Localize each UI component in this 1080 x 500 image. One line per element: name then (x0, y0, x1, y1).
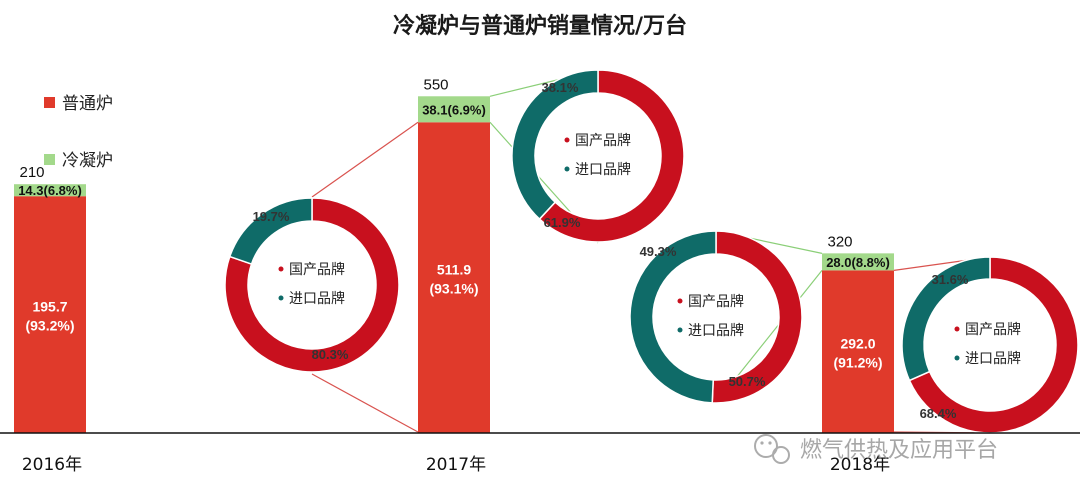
bar-normal-share-1: (93.1%) (429, 281, 478, 297)
donut-0-legend-label-0: 国产品牌 (289, 261, 345, 278)
legend-label-normal: 普通炉 (62, 94, 113, 114)
legend-swatch-normal (44, 97, 55, 108)
bar-condensing-value-2: 28.0(8.8%) (826, 255, 890, 270)
year-label-2: 2018年 (830, 455, 890, 475)
donut-1-legend-label-1: 进口品牌 (575, 161, 631, 178)
donut-3-value-label-0: 68.4% (920, 406, 957, 421)
year-label-1: 2017年 (426, 455, 486, 475)
donut-1-slice-0 (538, 69, 685, 243)
bar-normal-value-2: 292.0 (840, 336, 875, 352)
donut-0-slice-0 (224, 197, 400, 373)
connector-line-1 (311, 373, 419, 433)
donut-1-value-label-0: 61.9% (544, 215, 581, 230)
donut-3-value-label-1: 31.6% (932, 272, 969, 287)
bar-condensing-1 (418, 96, 490, 123)
donut-1-legend-dot-0 (564, 137, 570, 143)
bar-normal-value-1: 511.9 (437, 262, 471, 278)
donut-0-value-label-1: 19.7% (253, 209, 290, 224)
bar-normal-share-2: (91.2%) (833, 355, 882, 371)
watermark-text: 燃气供热及应用平台 (800, 438, 998, 463)
bar-group: 195.7 (93.2%) 14.3(6.8%) 210 2016年 511.9 (93.1… (14, 76, 894, 475)
bar-total-label-1: 550 (423, 76, 448, 93)
connector-line-0 (311, 121, 419, 198)
donut-0-legend-label-1: 进口品牌 (289, 290, 345, 307)
donut-2-slice-1 (629, 230, 717, 404)
donut-3-legend-dot-0 (954, 326, 960, 332)
donut-2-value-label-0: 50.7% (729, 374, 766, 389)
donut-3-legend-label-1: 进口品牌 (965, 350, 1021, 367)
bar-normal-1 (418, 122, 490, 433)
legend-swatch-condensing (44, 154, 55, 165)
donut-3-legend-label-0: 国产品牌 (965, 321, 1021, 338)
bar-condensing-0 (14, 184, 86, 197)
donut-3-slice-0 (908, 256, 1079, 434)
chart-title: 冷凝炉与普通炉销量情况/万台 (393, 13, 687, 39)
bar-normal-0 (14, 196, 86, 433)
donut-1-legend-dot-1 (564, 166, 570, 172)
donut-3-legend-dot-1 (954, 355, 960, 361)
donut-1-value-label-1: 38.1% (542, 80, 579, 95)
bar-condensing-value-0: 14.3(6.8%) (18, 183, 82, 198)
donut-2-legend-dot-1 (677, 327, 683, 333)
donut-0-slice-1 (228, 197, 313, 266)
watermark-logo (754, 434, 790, 464)
bar-normal-2 (822, 270, 894, 433)
donut-0-legend-dot-1 (278, 295, 284, 301)
donut-group: 80.3%19.7%国产品牌进口品牌61.9%38.1%国产品牌进口品牌50.7… (224, 69, 1079, 434)
year-label-0: 2016年 (22, 455, 82, 475)
donut-0-value-label-0: 80.3% (312, 347, 349, 362)
bar-condensing-2 (822, 253, 894, 271)
donut-2-legend-label-0: 国产品牌 (688, 293, 744, 310)
donut-2-legend-label-1: 进口品牌 (688, 322, 744, 339)
donut-2-legend-dot-0 (677, 298, 683, 304)
donut-2-value-label-1: 49.3% (640, 244, 677, 259)
donut-2-slice-0 (711, 230, 803, 404)
bar-total-label-0: 210 (19, 164, 44, 181)
bar-condensing-value-1: 38.1(6.9%) (422, 102, 486, 117)
donut-1-slice-1 (511, 69, 599, 221)
donut-0-legend-dot-0 (278, 266, 284, 272)
bar-normal-value-0: 195.7 (32, 299, 67, 315)
donut-1-legend-label-0: 国产品牌 (575, 132, 631, 149)
donut-3-slice-1 (901, 256, 991, 382)
legend-label-condensing: 冷凝炉 (62, 151, 113, 171)
bar-total-label-2: 320 (827, 233, 852, 250)
bar-normal-share-0: (93.2%) (25, 318, 74, 334)
